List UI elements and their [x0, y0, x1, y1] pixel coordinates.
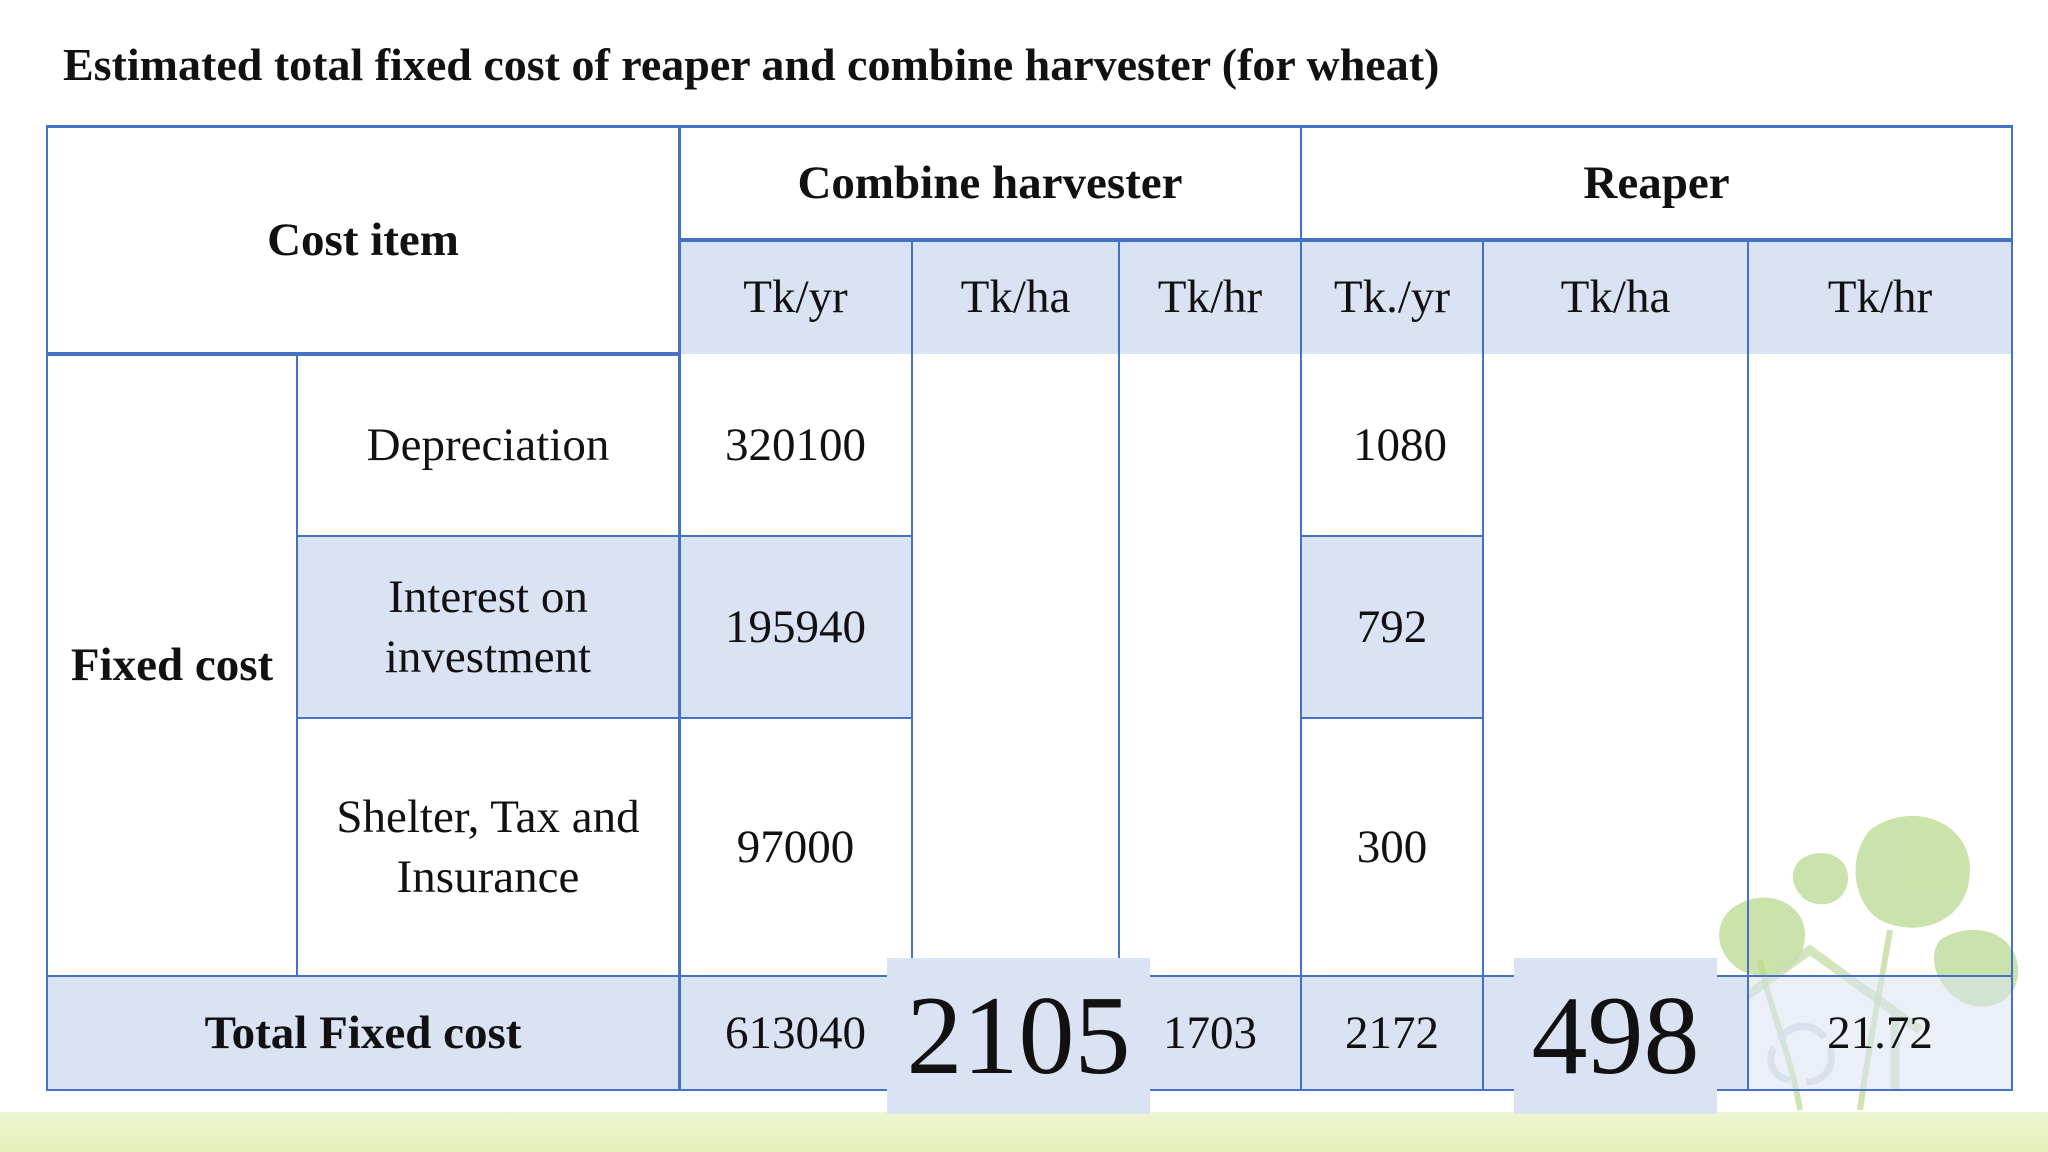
grid-line — [1118, 240, 1120, 1091]
row-interest-combine-yr: 195940 — [679, 536, 912, 718]
total-reaper-yr: 2172 — [1301, 976, 1483, 1090]
grid-line — [46, 125, 48, 1091]
grid-line — [297, 717, 912, 719]
bottom-band — [0, 1112, 2048, 1152]
header-cost-item: Cost item — [47, 126, 679, 354]
total-label: Total Fixed cost — [47, 976, 679, 1090]
unit-combine-tk-yr: Tk/yr — [679, 240, 912, 354]
unit-reaper-tk-ha: Tk/ha — [1483, 240, 1748, 354]
header-reaper: Reaper — [1301, 126, 2012, 240]
total-combine-yr: 613040 — [679, 976, 912, 1090]
grid-line — [1301, 717, 1483, 719]
reaper-tk-hr-body — [1748, 354, 2012, 976]
row-depreciation-combine-yr: 320100 — [679, 354, 912, 536]
total-combine-ha: 2105 — [887, 958, 1150, 1114]
grid-line — [46, 125, 2013, 128]
grid-line — [46, 352, 681, 356]
grid-line — [1300, 125, 1302, 1091]
grid-line — [296, 354, 298, 976]
group-label-fixed-cost: Fixed cost — [47, 354, 297, 976]
row-depreciation-item: Depreciation — [297, 354, 679, 536]
grid-line — [679, 238, 2013, 242]
row-depreciation-reaper-yr: 1080 — [1301, 354, 1483, 536]
total-reaper-hr: 21.72 — [1748, 976, 2012, 1090]
row-interest-item: Interest on investment — [297, 536, 679, 718]
unit-combine-tk-hr: Tk/hr — [1119, 240, 1301, 354]
unit-combine-tk-ha: Tk/ha — [912, 240, 1119, 354]
grid-line — [2011, 125, 2013, 1091]
grid-line — [1301, 535, 1483, 537]
row-interest-reaper-yr: 792 — [1301, 536, 1483, 718]
grid-line — [1482, 240, 1484, 1091]
combine-tk-hr-body — [1119, 354, 1301, 976]
row-shelter-combine-yr: 97000 — [679, 718, 912, 976]
header-combine-harvester: Combine harvester — [679, 126, 1301, 240]
grid-line — [911, 240, 913, 1091]
row-shelter-item: Shelter, Tax and Insurance — [297, 718, 679, 976]
combine-tk-ha-body — [912, 354, 1119, 976]
unit-reaper-tk-hr: Tk/hr — [1748, 240, 2012, 354]
unit-reaper-tk-yr: Tk./yr — [1301, 240, 1483, 354]
grid-line — [1747, 240, 1749, 1091]
row-shelter-reaper-yr: 300 — [1301, 718, 1483, 976]
grid-line — [678, 125, 681, 1091]
total-reaper-ha: 498 — [1514, 958, 1717, 1114]
reaper-tk-ha-body — [1483, 354, 1748, 976]
slide-title: Estimated total fixed cost of reaper and… — [63, 39, 1440, 90]
grid-line — [297, 535, 912, 537]
